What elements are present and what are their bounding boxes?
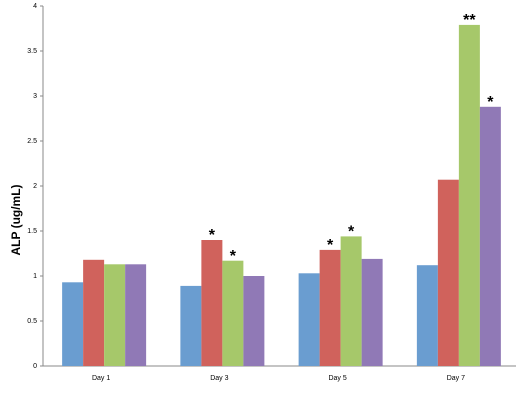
significance-marker: *: [327, 237, 334, 254]
y-tick-label: 0: [33, 363, 37, 370]
bar: [479, 106, 501, 367]
y-tick-label: 2: [33, 183, 37, 190]
bar: [125, 264, 147, 366]
bar: [83, 259, 105, 366]
y-tick-label: 0.5: [27, 318, 37, 325]
y-tick-label: 1.5: [27, 228, 37, 235]
y-tick-label: 3.5: [27, 48, 37, 55]
x-tick-label: Day 3: [210, 375, 228, 382]
significance-marker: **: [463, 12, 476, 29]
significance-marker: *: [348, 224, 355, 241]
significance-marker: *: [209, 227, 216, 244]
bar: [104, 264, 126, 366]
bar: [222, 260, 244, 366]
y-tick-label: 1: [33, 273, 37, 280]
significance-marker: *: [230, 248, 237, 265]
bar: [180, 285, 202, 366]
bar: [62, 282, 84, 366]
bar: [361, 258, 383, 366]
significance-marker: *: [487, 94, 494, 111]
bar: [458, 24, 480, 367]
y-tick-label: 3: [33, 93, 37, 100]
x-tick-label: Day 1: [92, 375, 110, 382]
bar: [437, 179, 459, 366]
bar: [201, 240, 223, 366]
bar: [340, 236, 362, 366]
bar: [416, 265, 438, 366]
y-axis-label: ALP (ug/mL): [9, 184, 23, 255]
bar: [319, 249, 341, 366]
bar: [243, 276, 265, 366]
y-tick-label: 2.5: [27, 138, 37, 145]
x-tick-label: Day 7: [447, 375, 465, 382]
bar: [298, 273, 320, 366]
x-tick-label: Day 5: [328, 375, 346, 382]
y-tick-label: 4: [33, 3, 37, 10]
